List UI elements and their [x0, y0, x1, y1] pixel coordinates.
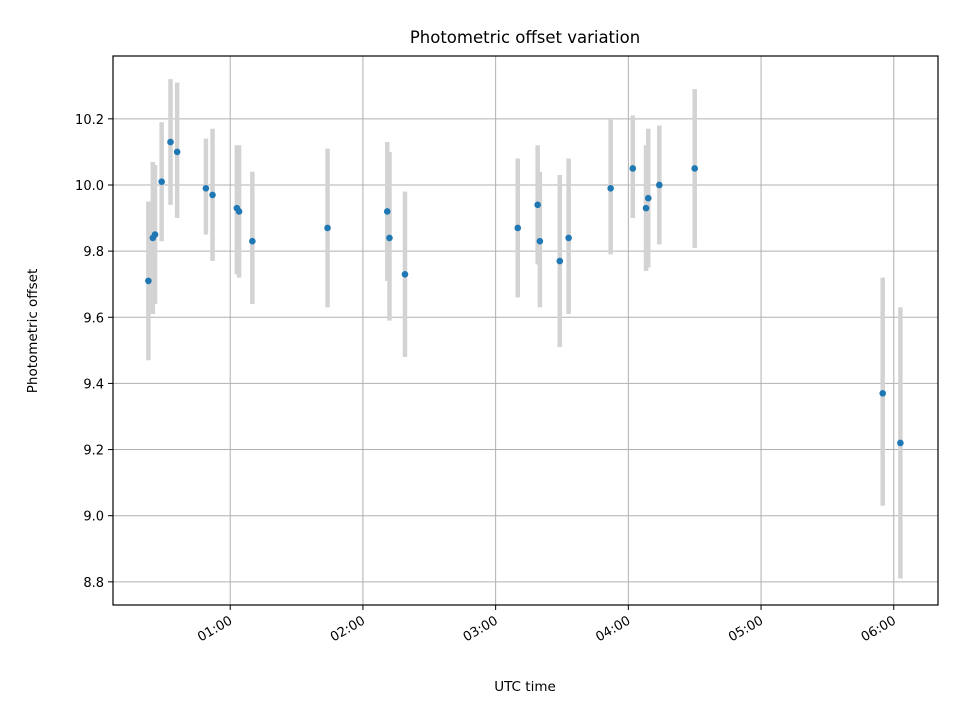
- data-point: [644, 194, 652, 202]
- y-tick-label: 9.4: [83, 377, 104, 392]
- data-point: [235, 208, 243, 215]
- data-point: [514, 224, 522, 232]
- plot-frame: [112, 55, 939, 606]
- y-axis-label: Photometric offset: [25, 269, 41, 393]
- data-point: [383, 208, 391, 215]
- data-point: [158, 178, 165, 185]
- data-point: [879, 390, 887, 397]
- chart-title: Photometric offset variation: [410, 28, 640, 47]
- data-point: [151, 231, 159, 238]
- y-tick-label: 9.2: [83, 444, 104, 459]
- data-point: [565, 234, 572, 242]
- data-point: [536, 237, 544, 245]
- data-point: [401, 270, 409, 278]
- y-tick-label: 10.2: [75, 113, 104, 128]
- data-point: [173, 148, 181, 156]
- data-point: [556, 257, 564, 265]
- data-point: [324, 224, 331, 232]
- y-tick-label: 10.0: [75, 179, 104, 194]
- data-points: [145, 138, 904, 447]
- data-point: [607, 184, 614, 192]
- x-axis-label: UTC time: [494, 679, 556, 695]
- data-point: [202, 184, 210, 192]
- y-tick-label: 9.8: [83, 245, 104, 260]
- y-tick-label: 9.0: [83, 510, 104, 525]
- y-tick-label: 9.6: [83, 311, 104, 326]
- data-point: [534, 201, 541, 209]
- data-point: [691, 165, 699, 172]
- y-axis-ticks: 8.8 9.0 9.2 9.4 9.6 9.8 10.0 10.2: [75, 113, 113, 591]
- data-point: [897, 439, 904, 447]
- data-point: [386, 234, 393, 242]
- data-point: [145, 277, 152, 285]
- data-point: [249, 237, 256, 245]
- data-point: [642, 204, 650, 212]
- data-point: [656, 181, 663, 189]
- data-point: [629, 165, 637, 172]
- y-tick-label: 8.8: [83, 576, 104, 591]
- data-point: [167, 138, 174, 146]
- data-point: [209, 191, 216, 199]
